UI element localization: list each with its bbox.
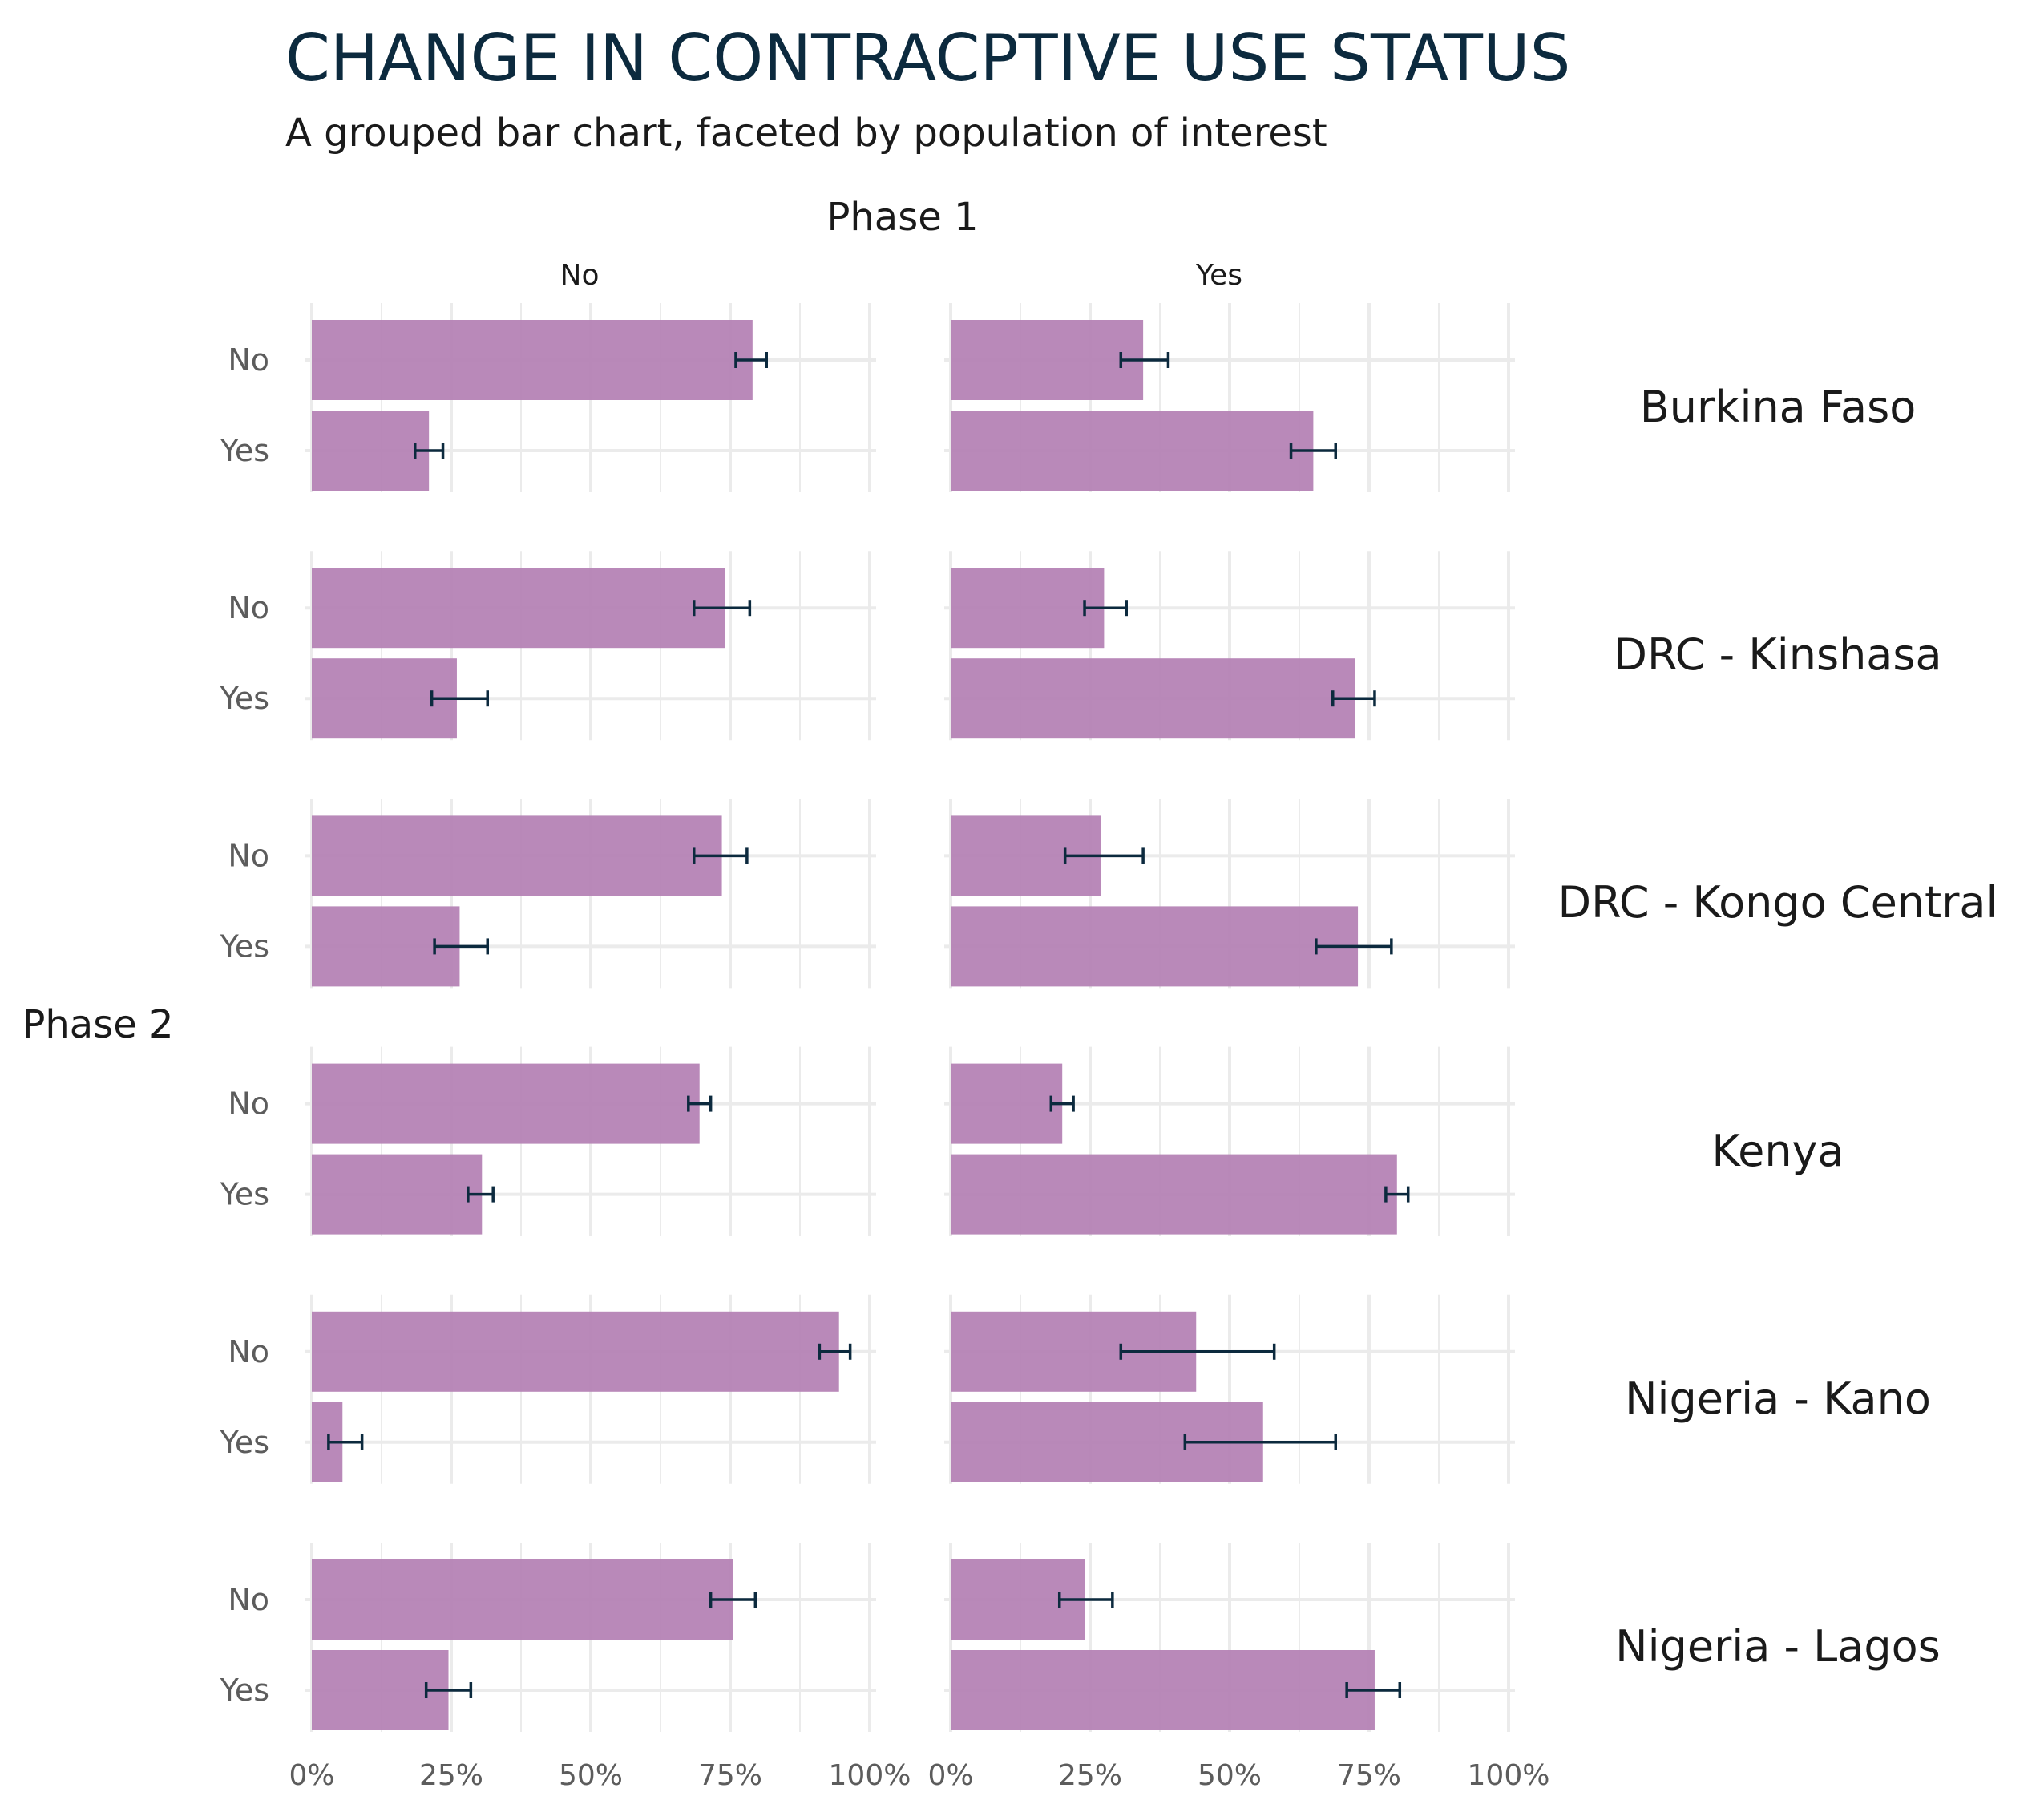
error-bar-nigeria-kano-p1-no-p2-no (818, 1343, 852, 1360)
category-labels: No Yes No Yes No Yes No Yes No Yes No Yes (220, 342, 269, 1708)
category-label-nigeria-lagos-yes: Yes (220, 1673, 269, 1708)
error-bar-kenya-p1-no-p2-no (687, 1095, 713, 1112)
category-label-nigeria-lagos-no: No (228, 1582, 269, 1617)
category-label-drc-kinshasa-no: No (228, 590, 269, 625)
error-bar-drc-kongo-central-p1-no-p2-yes (433, 938, 489, 955)
row-strip-burkina-faso: Burkina Faso (1640, 382, 1917, 432)
x-tick-label-no-75: 75% (698, 1759, 762, 1792)
x-tick-label-yes-100: 100% (1468, 1759, 1550, 1792)
bar-drc-kongo-central-p1-yes-p2-yes (951, 906, 1359, 987)
error-bar-drc-kinshasa-p1-yes-p2-yes (1331, 690, 1376, 707)
row-strip-kenya: Kenya (1711, 1126, 1844, 1176)
column-facet-title: Phase 1 (826, 195, 978, 240)
error-bar-nigeria-lagos-p1-no-p2-yes (424, 1682, 473, 1698)
bar-burkina-faso-p1-no-p2-yes (312, 411, 430, 491)
error-bar-kenya-p1-yes-p2-yes (1384, 1186, 1410, 1203)
error-bar-burkina-faso-p1-yes-p2-yes (1289, 443, 1337, 459)
column-strip-yes: Yes (1195, 259, 1242, 292)
category-label-burkina-faso-yes: Yes (220, 433, 269, 468)
error-bar-layer (327, 352, 1410, 1698)
category-label-burkina-faso-no: No (228, 342, 269, 378)
x-tick-label-yes-0: 0% (927, 1759, 973, 1792)
x-tick-label-yes-25: 25% (1058, 1759, 1122, 1792)
x-tick-label-no-50: 50% (559, 1759, 623, 1792)
category-label-drc-kinshasa-yes: Yes (220, 681, 269, 716)
bar-nigeria-lagos-p1-no-p2-no (312, 1559, 733, 1640)
error-bar-nigeria-kano-p1-yes-p2-no (1119, 1343, 1276, 1360)
error-bar-drc-kinshasa-p1-no-p2-yes (430, 690, 489, 707)
bar-kenya-p1-no-p2-no (312, 1063, 700, 1144)
error-bar-nigeria-lagos-p1-yes-p2-yes (1345, 1682, 1402, 1698)
error-bar-kenya-p1-no-p2-yes (467, 1186, 495, 1203)
row-strip-nigeria-kano: Nigeria - Kano (1625, 1373, 1931, 1424)
error-bar-drc-kinshasa-p1-no-p2-no (693, 600, 752, 617)
bar-drc-kinshasa-p1-yes-p2-no (951, 568, 1105, 649)
column-strip-no: No (560, 259, 600, 292)
x-tick-label-yes-50: 50% (1198, 1759, 1262, 1792)
row-strip-drc-kinshasa: DRC - Kinshasa (1614, 629, 1941, 680)
x-tick-label-yes-75: 75% (1337, 1759, 1401, 1792)
row-axis-title: Phase 2 (22, 1002, 173, 1047)
error-bar-burkina-faso-p1-no-p2-no (734, 352, 768, 368)
bar-nigeria-kano-p1-no-p2-no (312, 1311, 839, 1392)
category-label-drc-kongo-central-yes: Yes (220, 928, 269, 964)
category-label-kenya-no: No (228, 1086, 269, 1122)
error-bar-nigeria-lagos-p1-yes-p2-no (1057, 1592, 1114, 1608)
row-strip-drc-kongo-central: DRC - Kongo Central (1557, 877, 1998, 928)
bar-kenya-p1-no-p2-yes (312, 1154, 483, 1235)
category-label-nigeria-kano-yes: Yes (220, 1425, 269, 1460)
error-bar-drc-kongo-central-p1-yes-p2-no (1063, 847, 1145, 864)
bar-drc-kinshasa-p1-no-p2-no (312, 568, 725, 649)
x-tick-label-no-0: 0% (289, 1759, 334, 1792)
error-bar-kenya-p1-yes-p2-no (1049, 1095, 1075, 1112)
error-bar-drc-kongo-central-p1-no-p2-no (693, 847, 749, 864)
bar-kenya-p1-yes-p2-no (951, 1063, 1063, 1144)
x-axis-ticks: 0% 25% 50% 75% 100% 0% 25% 50% 75% 100% (289, 1759, 1549, 1792)
error-bar-burkina-faso-p1-yes-p2-no (1119, 352, 1170, 368)
category-label-kenya-yes: Yes (220, 1177, 269, 1212)
bar-layer (312, 320, 1397, 1730)
bar-burkina-faso-p1-yes-p2-yes (951, 411, 1314, 491)
row-strip-nigeria-lagos: Nigeria - Lagos (1615, 1621, 1941, 1672)
error-bar-burkina-faso-p1-no-p2-yes (414, 443, 445, 459)
bar-nigeria-lagos-p1-yes-p2-yes (951, 1650, 1375, 1730)
bar-burkina-faso-p1-no-p2-no (312, 320, 753, 400)
chart-subtitle: A grouped bar chart, faceted by populati… (285, 111, 1327, 156)
category-label-drc-kongo-central-no: No (228, 838, 269, 873)
chart-title: CHANGE IN CONTRACPTIVE USE STATUS (285, 21, 1570, 95)
error-bar-nigeria-lagos-p1-no-p2-no (709, 1592, 757, 1608)
error-bar-nigeria-kano-p1-no-p2-yes (327, 1434, 364, 1450)
grid-layer (305, 303, 1515, 1732)
bar-kenya-p1-yes-p2-yes (951, 1154, 1397, 1235)
label-layer: CHANGE IN CONTRACPTIVE USE STATUS A grou… (22, 21, 1998, 1672)
error-bar-nigeria-kano-p1-yes-p2-yes (1183, 1434, 1337, 1450)
x-tick-label-no-25: 25% (419, 1759, 483, 1792)
bar-drc-kongo-central-p1-no-p2-no (312, 815, 722, 896)
x-tick-label-no-100: 100% (829, 1759, 911, 1792)
error-bar-drc-kongo-central-p1-yes-p2-yes (1315, 938, 1393, 955)
bar-drc-kinshasa-p1-yes-p2-yes (951, 658, 1355, 739)
bar-burkina-faso-p1-yes-p2-no (951, 320, 1144, 400)
error-bar-drc-kinshasa-p1-yes-p2-no (1083, 600, 1128, 617)
category-label-nigeria-kano-no: No (228, 1334, 269, 1369)
